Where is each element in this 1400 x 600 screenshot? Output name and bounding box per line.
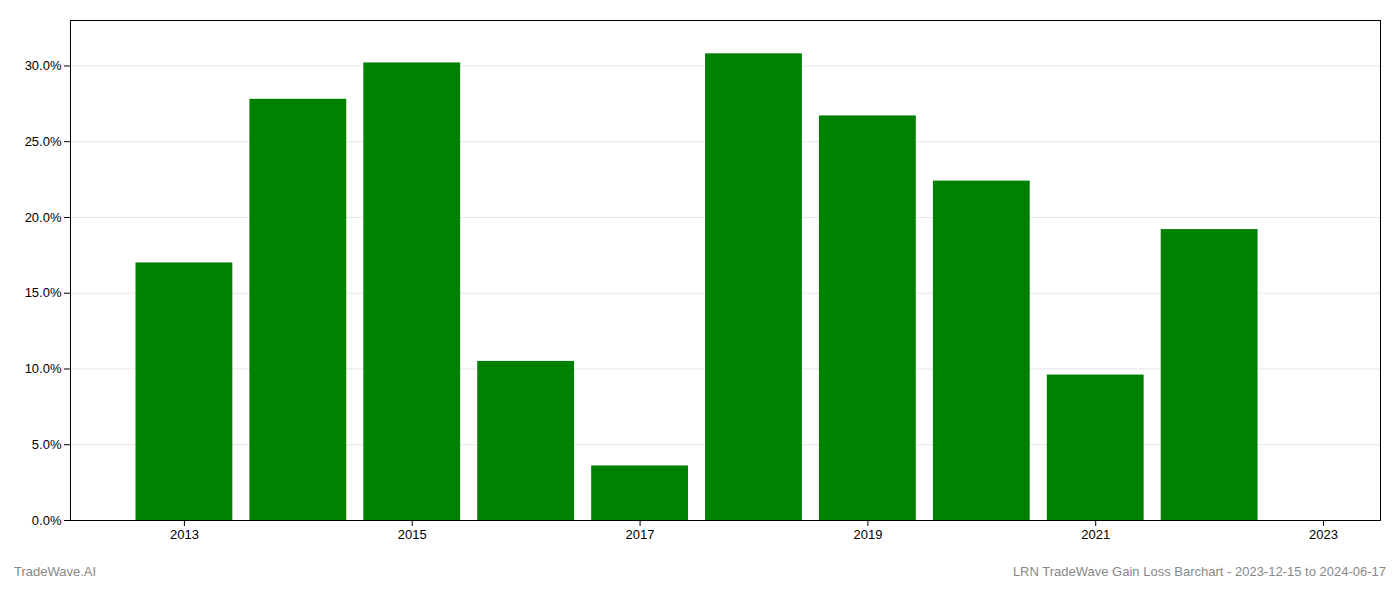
html-text:LRN TradeWave Gain Loss Barcha: LRN TradeWave Gain Loss Barchart - 2023-… <box>1012 564 1386 579</box>
svg-text:15.0%: 15.0% <box>25 285 62 300</box>
svg-text:25.0%: 25.0% <box>25 134 62 149</box>
svg-text:0.0%: 0.0% <box>32 513 62 528</box>
html-text:TradeWave.AI: TradeWave.AI <box>14 564 97 579</box>
svg-text:2015: 2015 <box>398 527 427 542</box>
svg-text:2017: 2017 <box>626 527 655 542</box>
svg-text:2023: 2023 <box>1309 527 1338 542</box>
svg-text:5.0%: 5.0% <box>32 437 62 452</box>
svg-text:10.0%: 10.0% <box>25 361 62 376</box>
svg-text:2021: 2021 <box>1081 527 1110 542</box>
svg-text:20.0%: 20.0% <box>25 210 62 225</box>
svg-text:2019: 2019 <box>853 527 882 542</box>
svg-text:30.0%: 30.0% <box>25 58 62 73</box>
svg-text:2013: 2013 <box>170 527 199 542</box>
